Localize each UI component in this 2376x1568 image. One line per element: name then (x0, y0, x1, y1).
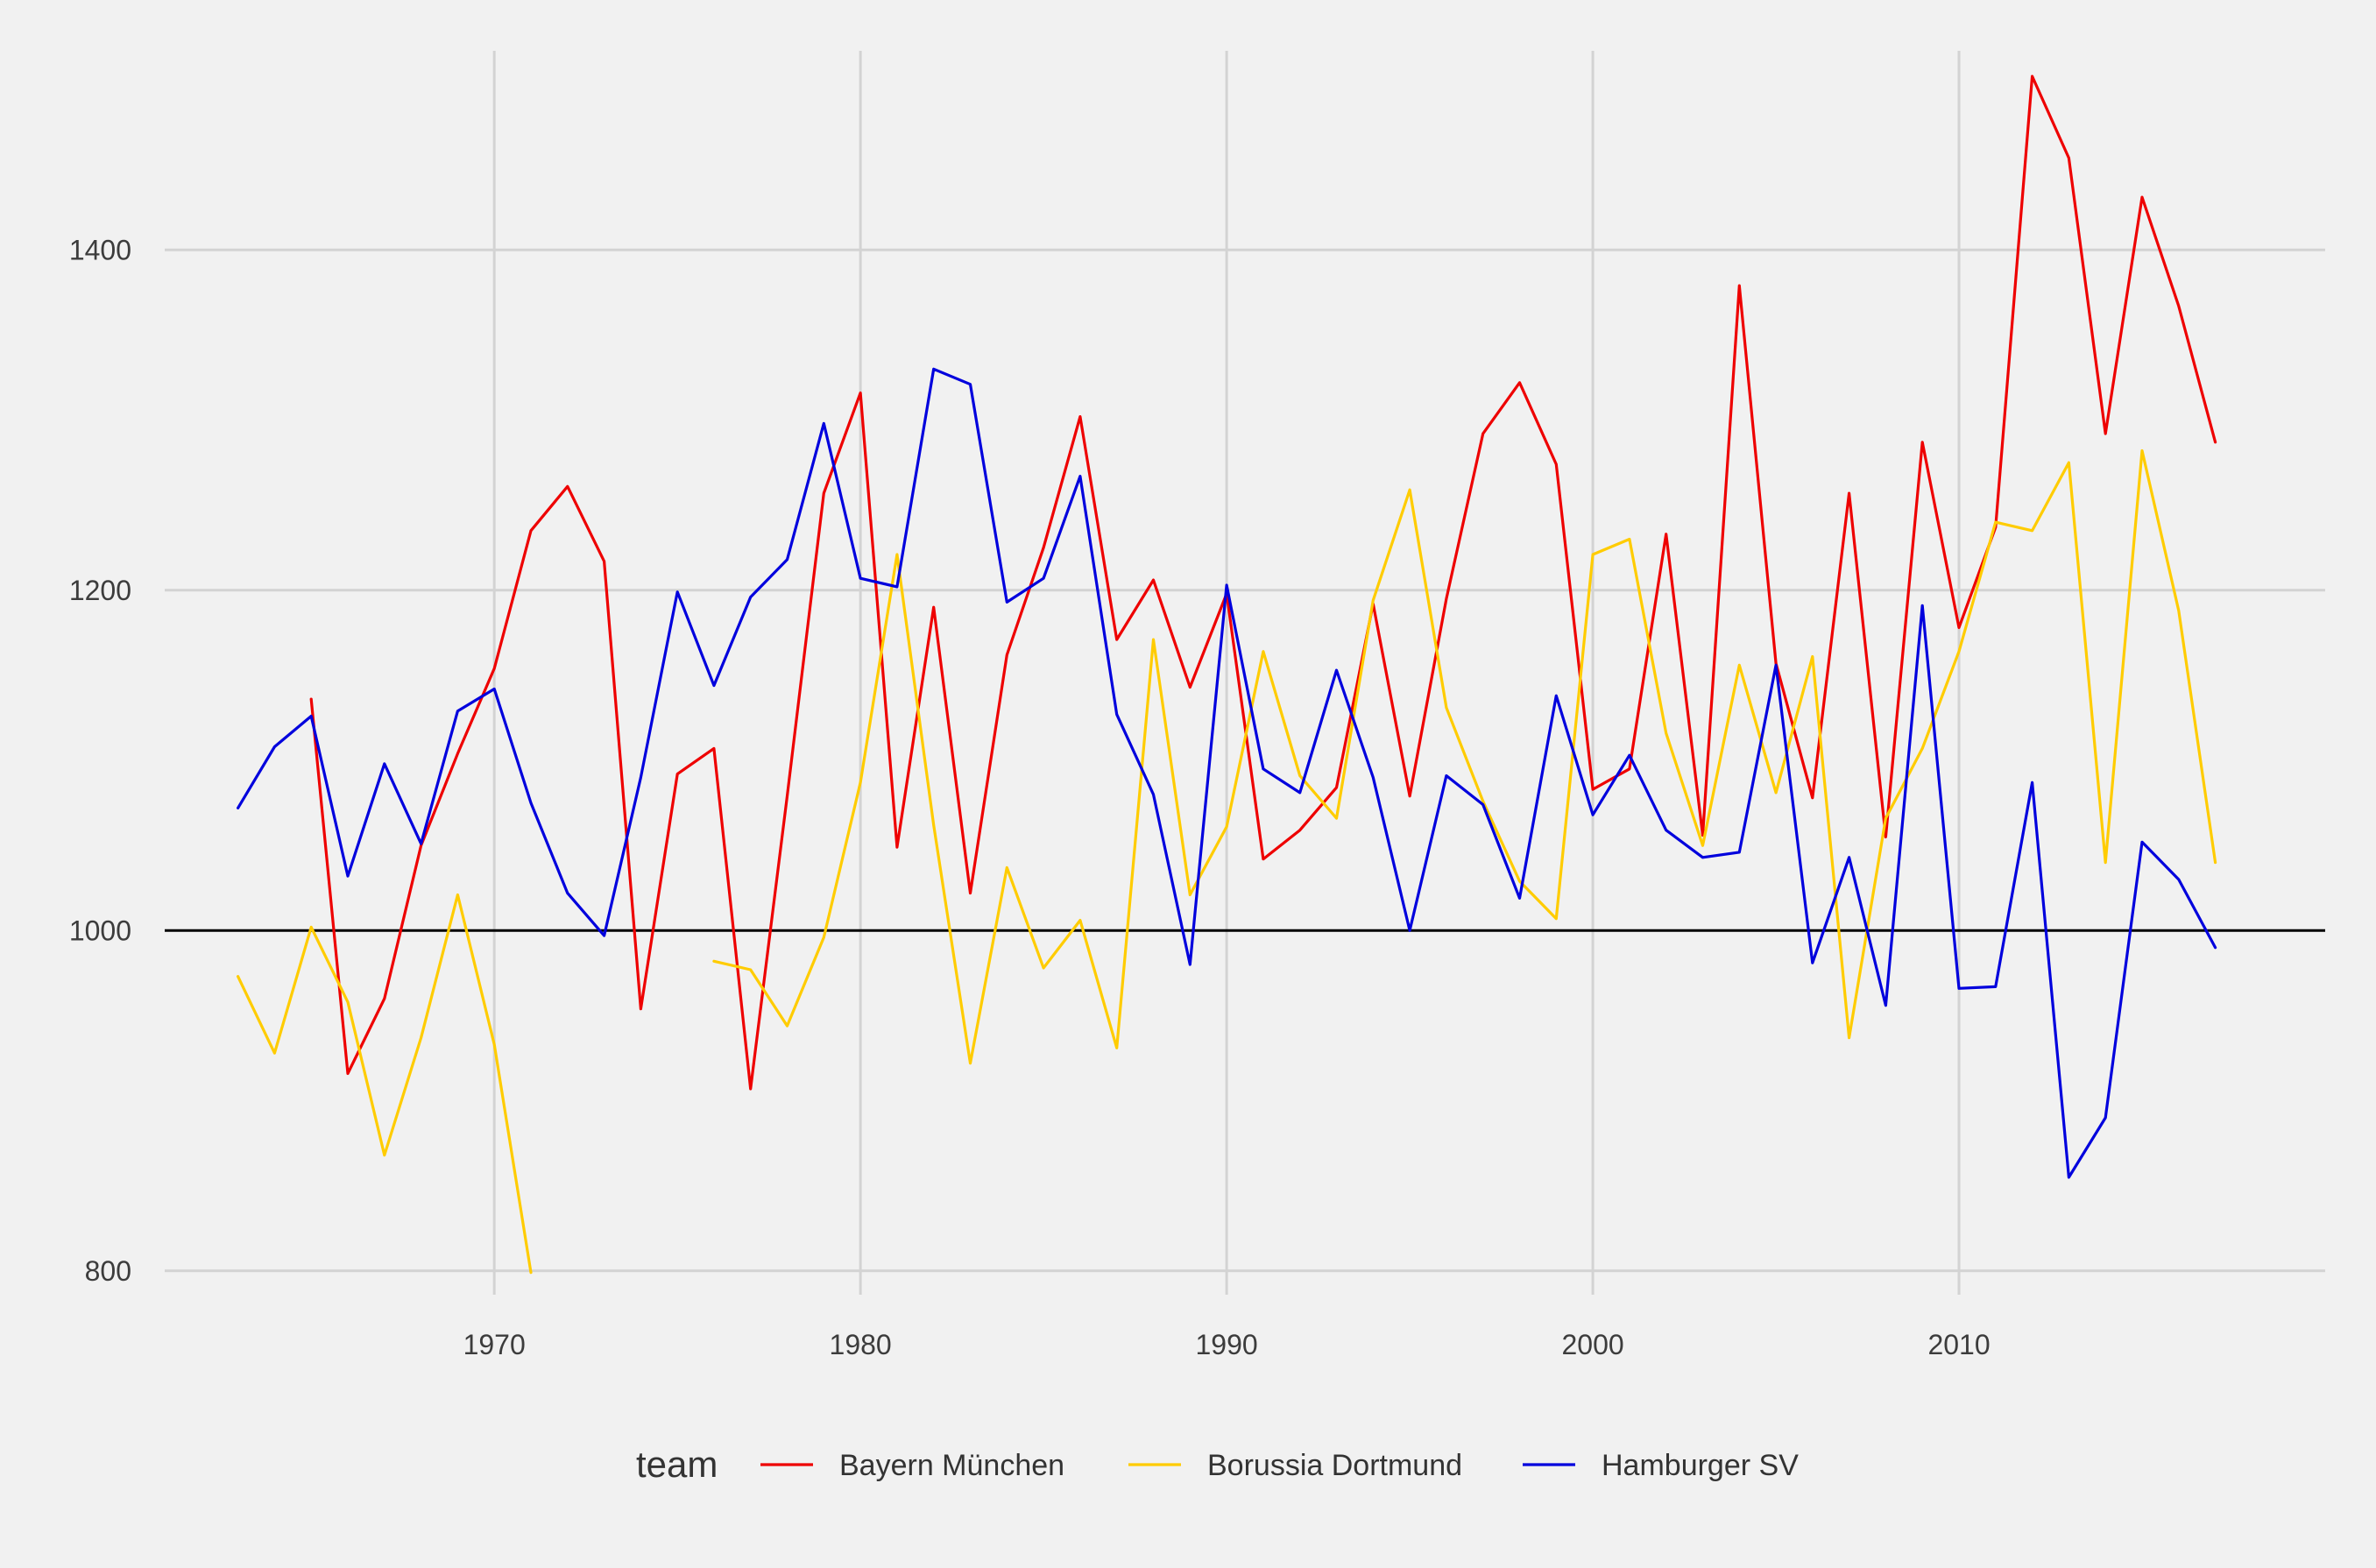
series-line-hamburger-sv (237, 367, 2217, 1179)
legend-title: team (636, 1444, 718, 1485)
series-line-bayern-m-nchen (309, 74, 2217, 1091)
y-tick-label: 800 (85, 1255, 131, 1287)
x-tick-label: 2000 (1561, 1329, 1623, 1360)
x-tick-label: 1990 (1196, 1329, 1258, 1360)
legend-label-hamburger-sv: Hamburger SV (1602, 1449, 1799, 1482)
grid (165, 51, 2325, 1295)
series-line-borussia-dortmund (712, 449, 2217, 1065)
legend-label-bayern-m-nchen: Bayern München (839, 1449, 1064, 1482)
legend-label-borussia-dortmund: Borussia Dortmund (1207, 1449, 1462, 1482)
y-tick-label: 1000 (69, 915, 131, 946)
x-tick-label: 1970 (463, 1329, 526, 1360)
series-line-borussia-dortmund (237, 893, 533, 1275)
x-tick-label: 2010 (1927, 1329, 1990, 1360)
x-tick-label: 1980 (830, 1329, 892, 1360)
series-lines (237, 74, 2217, 1275)
y-tick-label: 1400 (69, 234, 131, 265)
axis-labels: 1970 1980 1990 2000 2010 800 1000 1200 1400 (69, 234, 1991, 1360)
legend: team Bayern München Borussia Dortmund Hamb… (636, 1444, 1799, 1485)
y-tick-label: 1200 (69, 575, 131, 606)
